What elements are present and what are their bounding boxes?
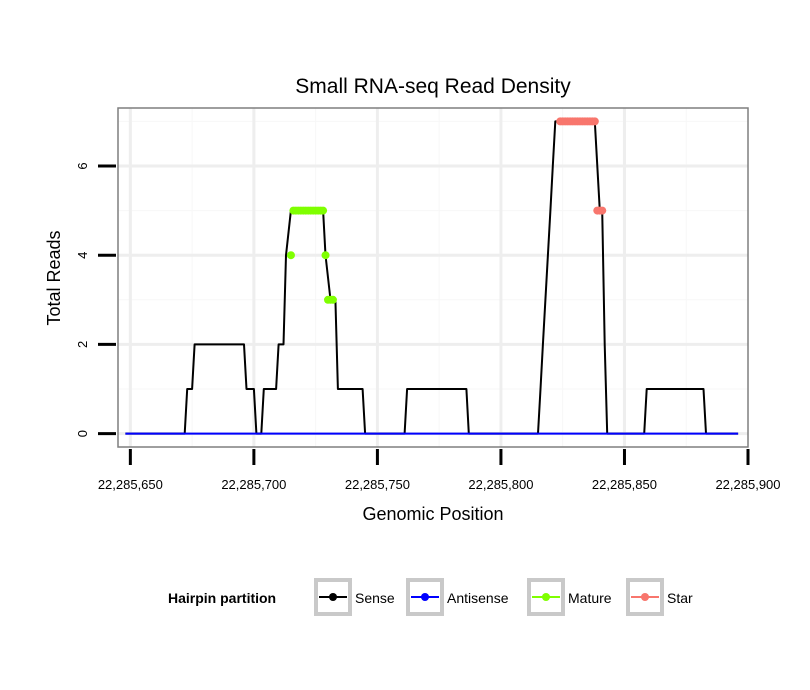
legend-marker-sense (329, 593, 337, 601)
x-tick-label: 22,285,850 (592, 477, 657, 492)
data-point-mature (319, 206, 328, 215)
y-tick-label: 4 (75, 252, 90, 259)
legend-label-antisense: Antisense (447, 590, 509, 606)
legend: Hairpin partition Sense Antisense Mature St… (168, 578, 693, 616)
x-tick-label: 22,285,800 (468, 477, 533, 492)
chart-title: Small RNA-seq Read Density (295, 75, 571, 98)
x-tick-label: 22,285,900 (715, 477, 780, 492)
series-line-sense (125, 120, 739, 435)
grid (118, 108, 748, 447)
plot-panel-border (117, 107, 749, 448)
legend-marker-antisense (421, 593, 429, 601)
x-axis-title: Genomic Position (362, 504, 503, 524)
series-layer (125, 117, 739, 435)
legend-marker-mature (542, 593, 550, 601)
y-tick-label: 6 (75, 162, 90, 169)
legend-marker-star (641, 593, 649, 601)
axes: 22,285,650 22,285,700 22,285,750 22,285,800… (75, 162, 781, 492)
x-tick-label: 22,285,650 (98, 477, 163, 492)
data-point-star (598, 206, 607, 215)
data-point-mature (321, 251, 330, 260)
y-tick-label: 2 (75, 341, 90, 348)
x-tick-label: 22,285,750 (345, 477, 410, 492)
legend-label-star: Star (667, 590, 693, 606)
data-point-mature (286, 251, 295, 260)
legend-title: Hairpin partition (168, 590, 276, 606)
data-point-mature (328, 295, 337, 304)
y-tick-label: 0 (75, 430, 90, 437)
y-axis-title: Total Reads (44, 230, 64, 325)
data-point-star (590, 117, 599, 126)
x-tick-label: 22,285,700 (221, 477, 286, 492)
legend-label-sense: Sense (355, 590, 395, 606)
legend-label-mature: Mature (568, 590, 612, 606)
